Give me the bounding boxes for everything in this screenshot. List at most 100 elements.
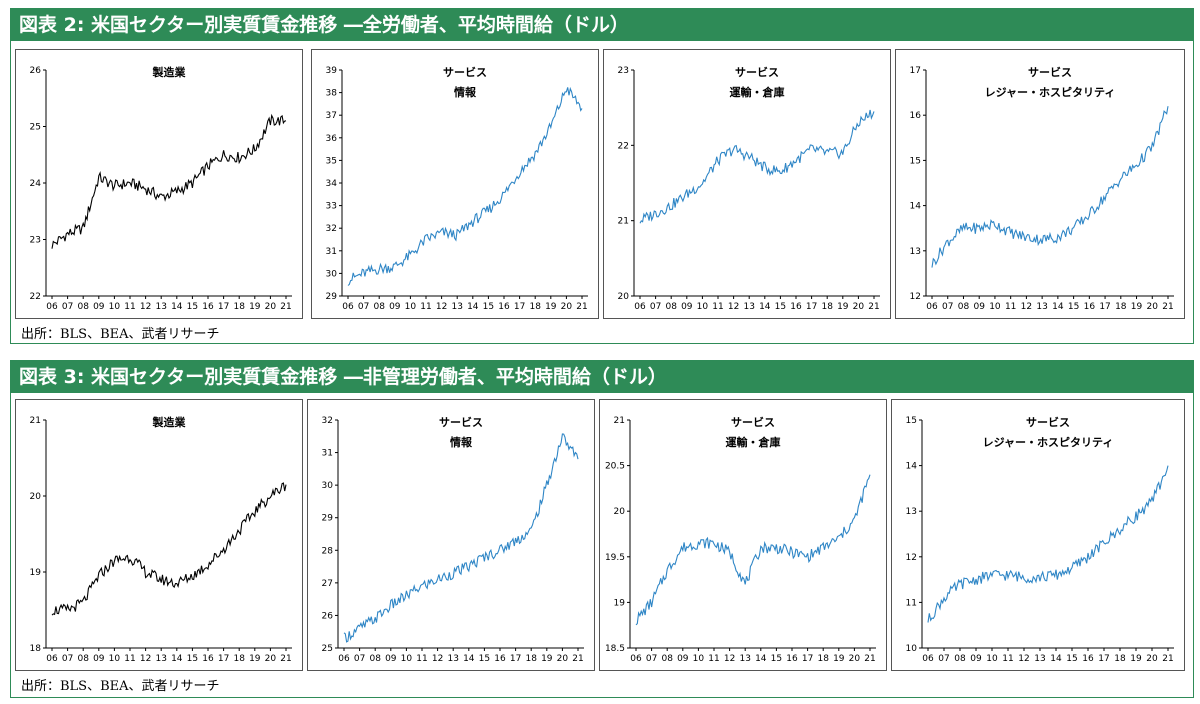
x-tick-label: 12	[432, 654, 443, 664]
figure-3-source: 出所：BLS、BEA、武者リサーチ	[21, 679, 220, 694]
x-tick-label: 18	[1114, 654, 1126, 664]
x-tick-label: 09	[389, 302, 401, 312]
y-tick-label: 13	[906, 507, 917, 517]
x-tick-label: 13	[451, 302, 462, 312]
chart-svg: 21 20.5 20 19.5 19 18.5 06 07 08 09 10 11 12 13 14 15 16…	[605, 415, 876, 664]
y-tick-label: 13	[910, 247, 921, 257]
x-tick-label: 16	[202, 302, 214, 312]
x-tick-label: 17	[218, 654, 229, 664]
panel-title-line: 運輸・倉庫	[726, 435, 781, 449]
y-tick-label: 26	[30, 66, 42, 76]
y-tick-label: 19	[614, 598, 626, 608]
y-tick-label: 32	[326, 224, 337, 234]
panel-leisure-all: 17 16 15 14 13 12 06 07 08 09 10 11 12 13 14 15 16 17 18 19…	[895, 49, 1185, 319]
y-tick-label: 25	[30, 123, 41, 133]
x-tick-label: 08	[665, 302, 677, 312]
x-tick-label: 12	[1021, 302, 1032, 312]
y-tick-label: 22	[30, 292, 41, 302]
x-tick-label: 07	[62, 654, 73, 664]
x-tick-label: 08	[77, 654, 89, 664]
x-tick-label: 16	[494, 654, 506, 664]
x-tick-label: 15	[479, 654, 490, 664]
x-tick-label: 06	[634, 302, 646, 312]
x-tick-label: 10	[986, 654, 998, 664]
y-tick-label: 25	[322, 644, 333, 654]
panel-title-line: レジャー・ホスピタリティ	[983, 436, 1114, 449]
y-tick-label: 18.5	[605, 644, 625, 654]
y-tick-label: 12	[906, 553, 917, 563]
x-tick-label: 07	[650, 302, 661, 312]
panel-title-line: 製造業	[152, 415, 187, 429]
x-tick-label: 20	[1147, 302, 1159, 312]
x-tick-label: 14	[755, 654, 767, 664]
x-tick-label: 12	[1018, 654, 1029, 664]
x-tick-label: 19	[249, 302, 261, 312]
x-tick-label: 08	[373, 302, 385, 312]
panel-transport-nonsupervisory: 21 20.5 20 19.5 19 18.5 06 07 08 09 10 11 12 13 14 15 16…	[599, 399, 887, 671]
panel-title-line: サービス	[1026, 415, 1070, 429]
chart-svg: 39 38 37 36 35 34 33 32 31 30 29 06 07 08 09 10 11 12 13 14…	[326, 65, 588, 312]
x-tick-label: 13	[739, 654, 750, 664]
y-tick-label: 10	[906, 644, 918, 654]
x-tick-label: 06	[922, 654, 934, 664]
x-tick-label: 10	[401, 654, 413, 664]
x-tick-label: 14	[171, 654, 183, 664]
x-tick-label: 06	[338, 654, 350, 664]
x-tick-label: 10	[109, 302, 121, 312]
x-tick-label: 16	[786, 654, 798, 664]
x-tick-label: 12	[436, 302, 447, 312]
x-tick-label: 15	[1068, 302, 1079, 312]
y-tick-label: 20	[30, 492, 42, 502]
panel-title-line: サービス	[443, 65, 487, 79]
x-tick-label: 16	[498, 302, 510, 312]
x-tick-label: 18	[821, 302, 833, 312]
x-tick-label: 09	[681, 302, 693, 312]
y-tick-label: 21	[30, 416, 41, 426]
x-tick-label: 21	[280, 302, 291, 312]
x-tick-label: 20	[265, 302, 277, 312]
x-tick-label: 13	[1034, 654, 1045, 664]
x-tick-label: 21	[868, 302, 879, 312]
x-tick-label: 07	[358, 302, 369, 312]
x-tick-label: 09	[93, 302, 105, 312]
panel-transport-all: 23 22 21 20 06 07 08 09 10 11 12 13 14 15 16 17 18 19 20 21…	[603, 49, 891, 319]
panel-title-line: サービス	[439, 415, 483, 429]
x-tick-label: 16	[202, 654, 214, 664]
y-tick-label: 18	[30, 644, 42, 654]
series-line	[927, 465, 1169, 623]
y-tick-label: 12	[910, 292, 921, 302]
panel-title-line: サービス	[735, 65, 779, 79]
x-tick-label: 08	[958, 302, 970, 312]
figure-2-source: 出所：BLS、BEA、武者リサーチ	[21, 327, 220, 342]
x-tick-label: 09	[93, 654, 105, 664]
x-tick-label: 17	[218, 302, 229, 312]
x-tick-label: 07	[354, 654, 365, 664]
chart-svg: 15 14 13 12 11 10 06 07 08 09 10 11 12 13 14 15 16 17 18 19…	[906, 415, 1174, 664]
x-tick-label: 15	[775, 302, 786, 312]
y-tick-label: 30	[326, 269, 338, 279]
x-tick-label: 17	[1099, 302, 1110, 312]
x-tick-label: 18	[817, 654, 829, 664]
x-tick-label: 08	[661, 654, 673, 664]
x-tick-label: 06	[926, 302, 938, 312]
x-tick-label: 15	[483, 302, 494, 312]
x-tick-label: 14	[467, 302, 479, 312]
x-tick-label: 20	[561, 302, 573, 312]
x-tick-label: 14	[1050, 654, 1062, 664]
series-line	[635, 474, 871, 626]
x-tick-label: 13	[155, 654, 166, 664]
x-tick-label: 21	[1162, 302, 1173, 312]
x-tick-label: 20	[1146, 654, 1158, 664]
x-tick-label: 15	[187, 302, 198, 312]
series-line	[51, 482, 287, 616]
x-tick-label: 21	[1162, 654, 1173, 664]
x-tick-label: 11	[712, 302, 723, 312]
x-tick-label: 14	[463, 654, 475, 664]
x-tick-label: 07	[646, 654, 657, 664]
x-tick-label: 15	[771, 654, 782, 664]
x-tick-label: 18	[1115, 302, 1127, 312]
panel-title-line: 情報	[450, 435, 473, 449]
x-tick-label: 12	[140, 302, 151, 312]
